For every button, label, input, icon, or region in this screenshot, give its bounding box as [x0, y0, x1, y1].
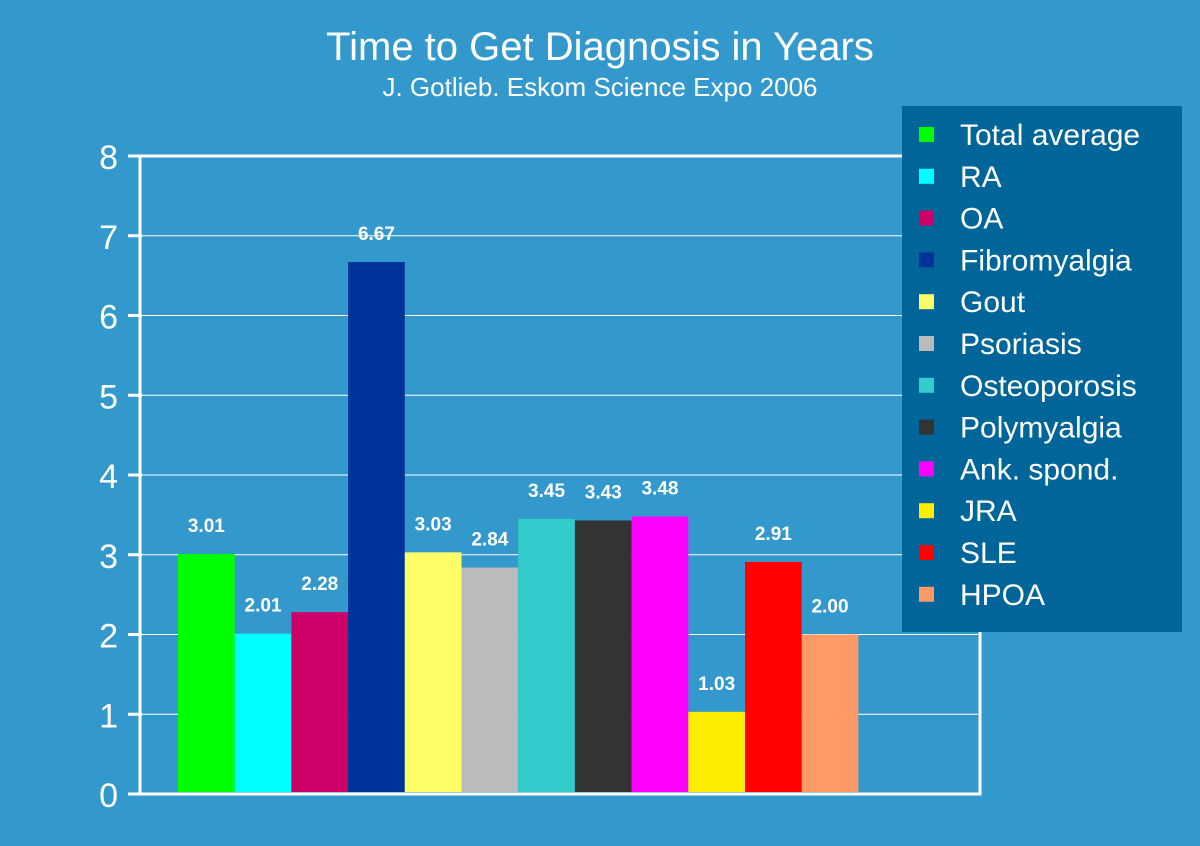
legend-label: Osteoporosis [960, 370, 1137, 403]
legend-label: Psoriasis [960, 328, 1082, 361]
legend-swatch [919, 210, 934, 226]
bar-fibromyalgia [348, 262, 405, 792]
legend: Total average RA OA Fibromyalgia Gout Psorias… [902, 106, 1182, 632]
data-label: 2.84 [471, 530, 508, 551]
bar-ank-spond [631, 516, 689, 792]
y-tick-label: 8 [99, 139, 118, 177]
data-label: 6.67 [358, 224, 395, 245]
legend-label: Total average [960, 119, 1140, 152]
y-tick-label: 5 [99, 378, 118, 416]
y-tick-label: 2 [99, 618, 118, 656]
bar-osteoporosis [518, 518, 575, 792]
legend-swatch [919, 252, 934, 268]
data-label: 3.45 [528, 481, 565, 502]
data-label: 3.43 [585, 482, 622, 503]
legend-swatch [919, 545, 934, 560]
y-tick-label: 1 [99, 697, 118, 735]
bar-jra [688, 711, 745, 792]
bar-psoriasis [461, 567, 519, 792]
data-label: 2.00 [812, 597, 849, 618]
bars [178, 262, 859, 792]
legend-swatch [919, 503, 934, 519]
legend-label: Ank. spond. [960, 453, 1118, 486]
data-label: 1.03 [698, 674, 735, 695]
data-label: 2.28 [301, 574, 338, 595]
y-tick-label: 6 [99, 299, 118, 337]
legend-label: Polymyalgia [960, 412, 1122, 445]
y-axis-ticks: 0 1 2 3 4 5 6 7 8 [99, 139, 142, 815]
y-tick-label: 7 [99, 219, 118, 257]
bar-ra [234, 633, 292, 792]
y-tick-label: 0 [99, 777, 118, 815]
legend-swatch [919, 127, 934, 142]
legend-swatch [919, 294, 934, 310]
bar-oa [291, 612, 349, 792]
legend-swatch [919, 336, 934, 351]
legend-label: Gout [960, 286, 1026, 319]
legend-label: HPOA [960, 579, 1045, 612]
legend-label: Fibromyalgia [960, 244, 1132, 277]
data-label: 3.03 [415, 514, 452, 535]
legend-label: RA [960, 161, 1002, 194]
data-label: 3.01 [188, 516, 225, 537]
bar-total-average [178, 553, 235, 792]
legend-swatch [919, 586, 934, 602]
legend-swatch [919, 419, 934, 435]
chart-title: Time to Get Diagnosis in Years [326, 25, 874, 69]
bar-polymyalgia [574, 520, 632, 792]
data-labels: 3.01 2.01 2.28 6.67 3.03 2.84 3.45 3.43 3.48 1.03… [188, 224, 849, 695]
data-label: 2.01 [245, 596, 282, 617]
legend-items: Total average RA OA Fibromyalgia Gout Psorias… [919, 119, 1140, 612]
legend-label: JRA [960, 495, 1017, 528]
legend-box [902, 106, 1182, 632]
data-label: 2.91 [755, 524, 792, 545]
y-tick-label: 3 [99, 538, 118, 576]
legend-swatch [919, 461, 934, 477]
bar-gout [404, 552, 462, 792]
data-label: 3.48 [641, 478, 678, 499]
legend-swatch [919, 168, 934, 184]
legend-swatch [919, 377, 934, 393]
bar-sle [745, 561, 802, 792]
y-tick-label: 4 [99, 458, 118, 496]
legend-label: OA [960, 203, 1003, 236]
legend-label: SLE [960, 537, 1017, 570]
chart-subtitle: J. Gotlieb. Eskom Science Expo 2006 [382, 72, 817, 102]
bar-hpoa [801, 634, 859, 792]
